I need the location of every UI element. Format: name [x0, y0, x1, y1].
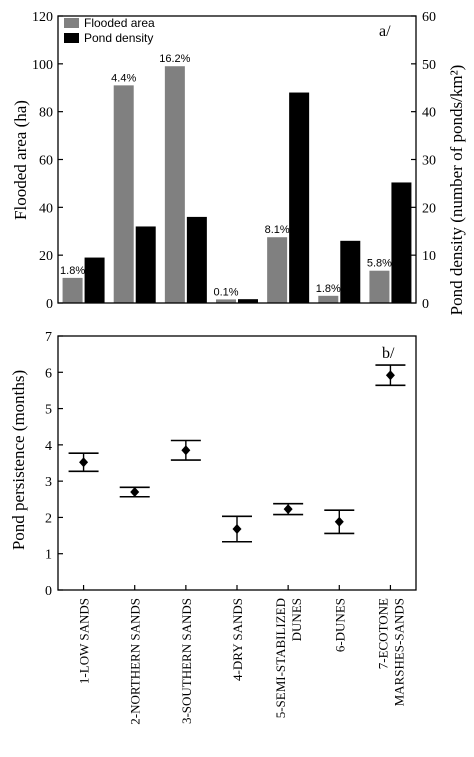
- x-category-label: 2-NORTHERN SANDS: [128, 598, 143, 725]
- legend-swatch-pond-density: [64, 33, 79, 43]
- panel-b-label: b/: [382, 345, 395, 362]
- y-right-tick-label: 60: [422, 10, 436, 25]
- y-left-tick-label: 60: [39, 154, 53, 169]
- y-right-tick-label: 30: [422, 154, 436, 169]
- bar-pond-density: [186, 216, 207, 303]
- panel-b-x-ticks: [82, 585, 392, 590]
- panel-a-frame: [57, 15, 417, 304]
- bar-pond-density: [340, 240, 361, 303]
- x-category-label: DUNES: [289, 598, 304, 641]
- legend-label-pond-density: Pond density: [84, 31, 153, 45]
- x-category-label: 7-ECOTONE: [375, 598, 390, 669]
- panel-a-label: a/: [379, 23, 391, 40]
- bar-pond-density: [238, 299, 258, 303]
- y-tick-label: 7: [45, 330, 52, 345]
- y-right-tick-label: 20: [422, 201, 436, 216]
- panel-b-category-labels: 1-LOW SANDS 2-NORTHERN SANDS 3-SOUTHERN SA…: [77, 598, 407, 725]
- panel-a-bar-labels: 1.8% 4.4% 16.2% 0.1% 8.1% 1.8% 5.8%: [60, 53, 392, 298]
- bar-pond-density: [135, 226, 156, 303]
- panel-a-y-right-label: Pond density (number of ponds/km²): [447, 65, 466, 316]
- x-category-label: 6-DUNES: [332, 598, 347, 652]
- panel-b: 0 1 2 3 4 5 6 7 b/ Pond persistence (months) 1-…: [9, 330, 417, 725]
- mean-marker: [130, 487, 140, 498]
- y-tick-label: 5: [45, 403, 52, 418]
- x-category-label: 1-LOW SANDS: [77, 598, 92, 684]
- panel-a-y-left-label: Flooded area (ha): [11, 100, 30, 220]
- y-left-tick-label: 80: [39, 106, 53, 121]
- y-tick-label: 3: [45, 475, 52, 490]
- y-left-tick-label: 100: [32, 58, 53, 73]
- bar-flooded-area: [62, 277, 83, 303]
- y-tick-label: 6: [45, 366, 52, 381]
- bar-percent-label: 5.8%: [367, 258, 392, 270]
- bar-percent-label: 1.8%: [60, 265, 85, 277]
- mean-marker: [181, 445, 191, 456]
- bar-flooded-area: [216, 299, 236, 303]
- mean-marker: [232, 524, 242, 535]
- mean-marker: [385, 370, 395, 381]
- y-tick-label: 0: [45, 584, 52, 599]
- panel-b-y-label: Pond persistence (months): [9, 370, 28, 550]
- bar-percent-label: 4.4%: [111, 72, 136, 84]
- bar-percent-label: 1.8%: [316, 283, 341, 295]
- y-tick-label: 2: [45, 511, 52, 526]
- panel-b-errorbars: [68, 364, 406, 543]
- mean-marker: [334, 516, 344, 527]
- y-right-tick-label: 50: [422, 58, 436, 73]
- bar-pond-density: [289, 92, 310, 304]
- y-tick-label: 4: [45, 439, 52, 454]
- y-left-tick-label: 120: [32, 10, 53, 25]
- y-right-tick-label: 0: [422, 297, 429, 312]
- panel-b-frame: [57, 335, 417, 591]
- bar-flooded-area: [113, 85, 134, 303]
- y-left-tick-label: 0: [46, 297, 53, 312]
- bar-pond-density: [391, 182, 412, 303]
- bar-flooded-area: [267, 237, 288, 303]
- mean-marker: [283, 504, 293, 515]
- bar-flooded-area: [318, 295, 339, 303]
- legend: Flooded area Pond density: [64, 16, 155, 45]
- y-tick-label: 1: [45, 548, 52, 563]
- x-category-label: 4-DRY SANDS: [230, 598, 245, 681]
- bar-percent-label: 0.1%: [213, 286, 238, 298]
- legend-label-flooded-area: Flooded area: [84, 16, 155, 30]
- y-right-tick-label: 40: [422, 106, 436, 121]
- y-right-tick-label: 10: [422, 249, 436, 264]
- bar-percent-label: 16.2%: [159, 53, 190, 65]
- panel-a: 1.8% 4.4% 16.2% 0.1% 8.1% 1.8% 5.8% 0 20 40 60 80 1…: [11, 10, 466, 315]
- bar-flooded-area: [369, 270, 390, 303]
- bar-pond-density: [84, 257, 105, 303]
- panel-a-bars: [62, 66, 412, 304]
- panel-a-right-ticks: 0 10 20 30 40 50 60: [411, 10, 436, 312]
- x-category-label: 5-SEMI-STABILIZED: [273, 598, 288, 718]
- x-category-label: MARSHES-SANDS: [391, 598, 406, 706]
- bar-flooded-area: [164, 66, 185, 303]
- y-left-tick-label: 20: [39, 249, 53, 264]
- y-left-tick-label: 40: [39, 201, 53, 216]
- panel-b-y-ticks: 0 1 2 3 4 5 6 7: [45, 330, 63, 599]
- legend-swatch-flooded-area: [64, 18, 79, 28]
- x-category-label: 3-SOUTHERN SANDS: [179, 598, 194, 724]
- bar-percent-label: 8.1%: [265, 224, 290, 236]
- mean-marker: [79, 457, 89, 468]
